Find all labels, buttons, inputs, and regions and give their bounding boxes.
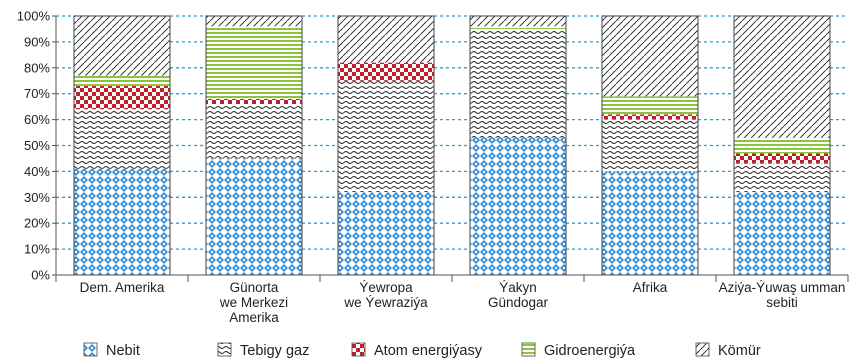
category-label: Amerika (229, 310, 279, 325)
bar-segment-green-horizontal (206, 26, 302, 99)
bar-segment-green-horizontal (734, 137, 830, 154)
y-tick-label: 100% (17, 9, 51, 24)
category-label: Afrika (633, 280, 668, 295)
category-label: Ýakyn (499, 280, 537, 295)
bar-segment-blue-diamond (734, 192, 830, 275)
y-tick-label: 70% (24, 86, 50, 101)
bar-segment-diagonal (206, 16, 302, 27)
legend-label: Kömür (718, 343, 761, 359)
legend-swatch-wave (217, 342, 232, 357)
bars (73, 15, 831, 276)
legend-label: Gidroenergiýa (544, 343, 636, 359)
bar-segment-red-check (338, 62, 434, 81)
category-label: Günorta (230, 280, 279, 295)
y-tick-label: 20% (24, 216, 50, 231)
bar-segment-diagonal (338, 16, 434, 63)
bar-segment-wave (206, 104, 302, 159)
y-tick-label: 30% (24, 190, 50, 205)
category-label: we Merkezi (219, 295, 288, 310)
bar-segment-blue-diamond (74, 168, 170, 275)
gridlines (56, 15, 848, 250)
bar-segment-blue-diamond (602, 171, 698, 275)
bar-segment-diagonal (734, 16, 830, 138)
legend-label: Atom energiýasy (374, 343, 483, 359)
bar-segment-red-check (74, 85, 170, 110)
y-tick-label: 60% (24, 112, 50, 127)
legend-swatch-blue-diamond (83, 342, 98, 357)
y-tick-label: 0% (31, 268, 50, 283)
category-label: Ýewropa (359, 280, 413, 295)
bar-segment-wave (338, 80, 434, 193)
bar-segment-diagonal (602, 16, 698, 97)
legend-swatch-green-horizontal (521, 342, 536, 357)
legend-label: Nebit (106, 343, 140, 359)
y-tick-label: 40% (24, 164, 50, 179)
bar-segment-diagonal (74, 16, 170, 76)
bar-segment-red-check (734, 153, 830, 164)
bar-segment-blue-diamond (470, 137, 566, 275)
y-tick-label: 10% (24, 242, 50, 257)
category-label: sebiti (766, 295, 798, 310)
y-tick-label: 90% (24, 34, 50, 49)
bar-segment-wave (470, 28, 566, 138)
bar-segment-blue-diamond (206, 158, 302, 275)
category-label: we Ýewraziýa (343, 295, 428, 310)
legend-swatch-diagonal (695, 342, 710, 357)
category-label: Dem. Amerika (80, 280, 165, 295)
bar-segment-green-horizontal (74, 75, 170, 86)
axes (52, 15, 849, 282)
legend-swatch-red-check (351, 342, 366, 357)
bar-segment-green-horizontal (470, 26, 566, 29)
bar-segment-red-check (206, 98, 302, 105)
bar-segment-green-horizontal (602, 96, 698, 115)
y-tick-label: 50% (24, 138, 50, 153)
y-tick-labels: 0% 10% 20% 30% 40% 50% 60% 70% 80% 90% 100% (17, 9, 51, 283)
legend: Nebit Tebigy gaz Atom energiýasy Gidroenerg… (83, 342, 761, 359)
bar-segment-blue-diamond (338, 192, 434, 275)
bar-segment-wave (74, 109, 170, 169)
legend-label: Tebigy gaz (240, 343, 309, 359)
bar-segment-wave (602, 119, 698, 172)
bar-segment-wave (734, 163, 830, 193)
category-label: Gündogar (488, 295, 549, 310)
category-label: Aziýa-Ýuwaş umman (719, 280, 846, 295)
bar-segment-diagonal (470, 16, 566, 27)
y-tick-label: 80% (24, 60, 50, 75)
bar-segment-red-check (602, 114, 698, 120)
